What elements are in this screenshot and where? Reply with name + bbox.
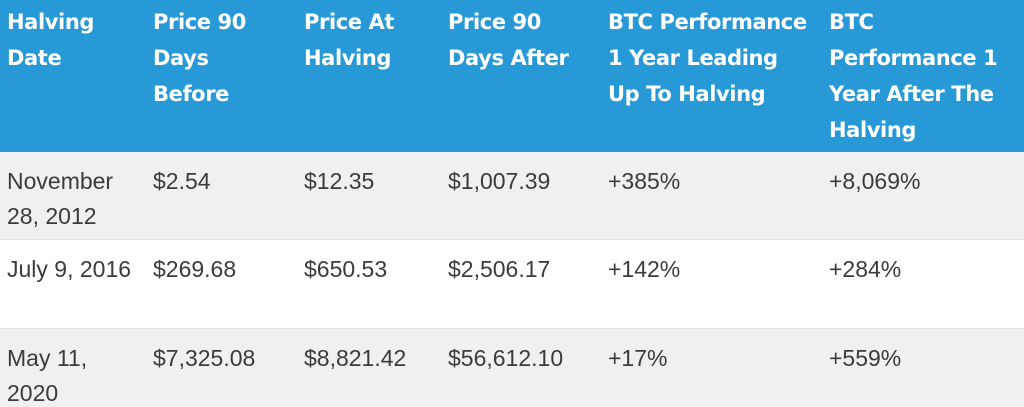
cell-price-90-days-after: $2,506.17 [441, 238, 601, 328]
cell-performance-after: +284% [822, 238, 1024, 328]
header-price-90-days-after: Price 90 Days After [441, 0, 601, 152]
cell-price-90-days-after: $1,007.39 [448, 168, 551, 194]
cell-halving-date: July 9, 2016 [0, 238, 146, 328]
table-row: November 28, 2012 $2.54 $12.35 $1,007.39… [0, 152, 1024, 239]
cell-price-90-days-before: $7,325.08 [146, 327, 297, 407]
header-price-at-halving: Price At Halving [297, 0, 441, 152]
cell-performance-before: +17% [601, 327, 822, 407]
table-header-row: Halving Date Price 90 Days Before Price … [0, 0, 1024, 152]
header-performance-before: BTC Performance 1 Year Leading Up To Hal… [601, 0, 822, 152]
table-row: May 11, 2020 $7,325.08 $8,821.42 $56,612… [0, 327, 1024, 407]
cell-performance-after: +559% [822, 327, 1024, 407]
cell-halving-date: November 28, 2012 [7, 168, 114, 229]
cell-price-90-days-before: $269.68 [146, 238, 297, 328]
header-halving-date: Halving Date [0, 0, 146, 152]
table-row: July 9, 2016 $269.68 $650.53 $2,506.17 +… [0, 238, 1024, 328]
cell-performance-after: +8,069% [829, 168, 921, 194]
cell-performance-before: +385% [608, 168, 681, 194]
cell-price-at-halving: $650.53 [297, 238, 441, 328]
cell-price-90-days-after: $56,612.10 [441, 327, 601, 407]
cell-performance-before: +142% [601, 238, 822, 328]
cell-price-at-halving: $12.35 [304, 168, 375, 194]
cell-price-90-days-before: $2.54 [153, 168, 211, 194]
cell-halving-date: May 11, 2020 [0, 327, 146, 407]
cell-price-at-halving: $8,821.42 [297, 327, 441, 407]
header-price-90-days-before: Price 90 Days Before [146, 0, 297, 152]
header-performance-after: BTC Performance 1 Year After The Halving [822, 0, 1024, 152]
